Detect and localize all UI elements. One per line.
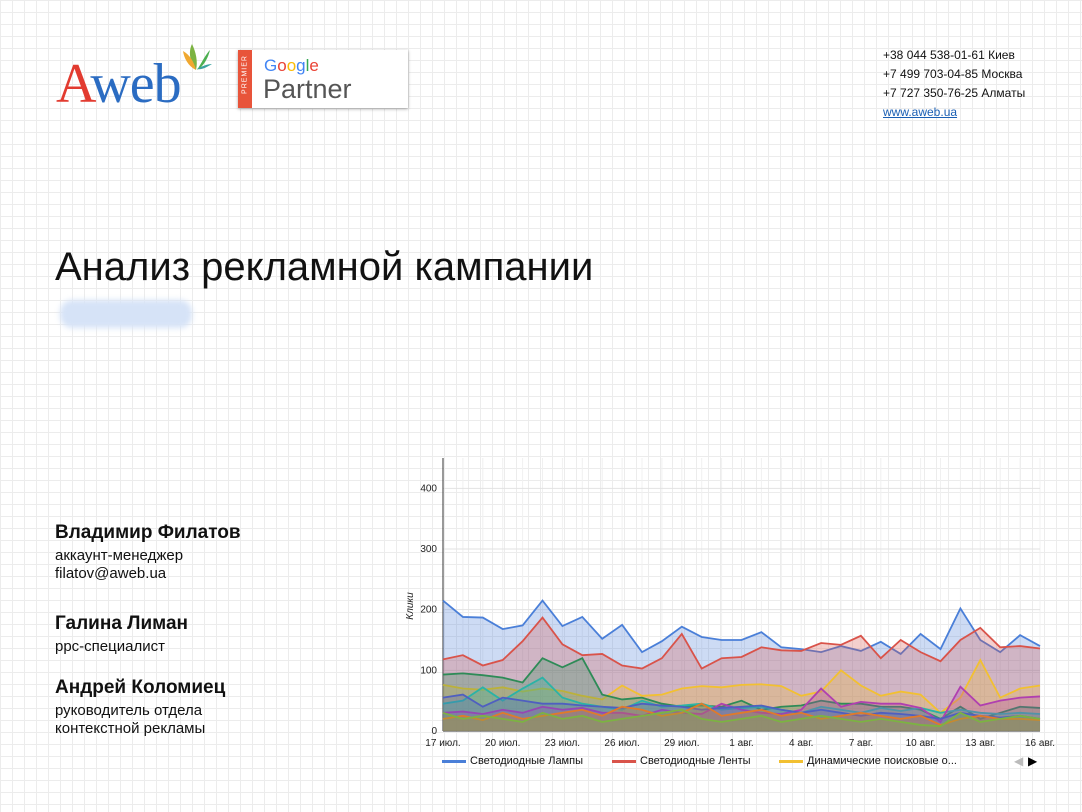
person-role: руководитель отдела [55, 702, 203, 719]
premier-label: PREMIER [241, 55, 249, 94]
person-role-line-2: контекстной рекламы [55, 720, 206, 737]
x-tick-label: 16 авг. [1025, 738, 1055, 749]
x-tick-label: 20 июл. [485, 738, 520, 749]
x-tick-label: 13 авг. [965, 738, 995, 749]
legend-swatch [779, 759, 803, 763]
google-wordmark: Google [264, 56, 319, 76]
leaf-icon [183, 44, 212, 70]
google-letter: o [277, 56, 287, 75]
person-card: Андрей Коломиец руководитель отдела конт… [55, 677, 225, 738]
person-name: Андрей Коломиец [55, 677, 226, 698]
legend-swatch [442, 759, 466, 763]
y-axis-label: Клики [405, 592, 416, 620]
series-line [442, 676, 1041, 715]
website-link[interactable]: www.aweb.ua [883, 105, 958, 119]
x-tick-label: 29 июл. [664, 738, 699, 749]
series-line [442, 685, 1041, 724]
legend-next-page-button[interactable]: ▶ [1028, 754, 1038, 768]
legend-label: Светодиодные Ленты [640, 755, 751, 767]
series-area [443, 703, 1040, 731]
y-tick-label: 0 [431, 726, 437, 737]
y-tick-label: 400 [420, 483, 437, 494]
legend-label: Светодиодные Лампы [470, 755, 583, 767]
contact-phone-almaty: +7 727 350-76-25 Алматы [883, 86, 1026, 100]
legend-swatch [612, 759, 636, 763]
person-role: аккаунт-менеджер [55, 547, 184, 564]
google-letter: o [286, 56, 297, 75]
legend-item[interactable]: Динамические поисковые о... [779, 755, 957, 767]
x-tick-label: 1 авг. [729, 738, 753, 749]
person-card: Галина Лиман ppc-специалист [55, 613, 188, 656]
x-tick-label: 7 авг. [849, 738, 873, 749]
series-line [442, 702, 1041, 726]
google-letter: l [305, 56, 310, 75]
person-name: Владимир Филатов [55, 522, 241, 543]
series-line [442, 616, 1041, 670]
legend-prev-page-button[interactable]: ◀ [1014, 754, 1024, 768]
x-tick-label: 4 авг. [789, 738, 813, 749]
person-card: Владимир Филатов аккаунт-менеджер filato… [55, 522, 241, 583]
google-letter: e [309, 56, 319, 75]
contact-phone-kyiv: +38 044 538-01-61 Киев [883, 48, 1015, 62]
y-tick-label: 100 [420, 665, 437, 676]
x-tick-label: 26 июл. [604, 738, 639, 749]
series-line [442, 708, 1041, 728]
series-area [443, 617, 1040, 731]
series-line [442, 599, 1041, 656]
y-tick-label: 300 [420, 544, 437, 555]
legend-label: Динамические поисковые о... [807, 755, 957, 767]
google-partner-badge: PREMIER Google Partner [238, 50, 408, 108]
page-title: Анализ рекламной кампании [55, 245, 594, 289]
contact-phone-moscow: +7 499 703-04-85 Москва [883, 67, 1023, 81]
x-tick-label: 23 июл. [545, 738, 580, 749]
logo-word-web: web [90, 53, 181, 115]
logo-letter-a: A [56, 53, 91, 115]
legend-item[interactable]: Светодиодные Ленты [612, 755, 751, 767]
contacts-block: +38 044 538-01-61 Киев +7 499 703-04-85 … [883, 46, 1025, 122]
clicks-area-chart: 0 100 200 300 400 Клики 17 июл. 20 июл. 23 июл. 2… [405, 458, 1055, 749]
person-email: filatov@aweb.ua [55, 565, 167, 582]
google-letter: g [296, 56, 306, 75]
aweb-logo: Aweb [56, 44, 216, 114]
x-tick-label: 17 июл. [425, 738, 460, 749]
partner-label: Partner [263, 74, 352, 104]
premier-strip: PREMIER [238, 50, 252, 108]
google-letter: G [264, 56, 278, 75]
legend-item[interactable]: Светодиодные Лампы [442, 755, 583, 767]
person-role: ppc-специалист [55, 638, 165, 655]
x-tick-label: 10 авг. [906, 738, 936, 749]
series-line [442, 693, 1041, 720]
client-name-redacted [60, 300, 192, 328]
y-tick-label: 200 [420, 605, 437, 616]
person-name: Галина Лиман [55, 613, 189, 634]
series-area [443, 709, 1040, 731]
